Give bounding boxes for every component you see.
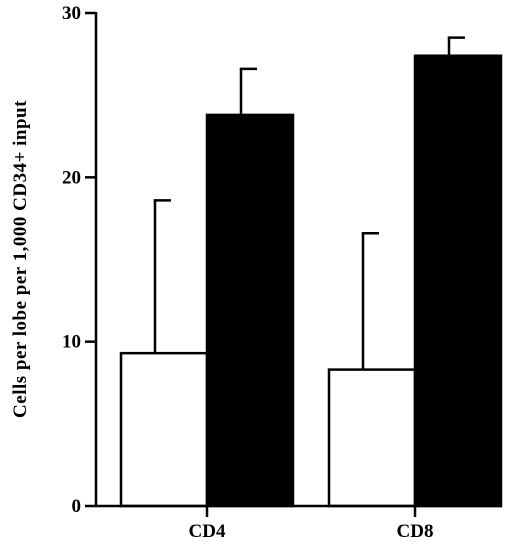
y-tick-label: 20 xyxy=(62,167,81,188)
chart-axes: 0 10 20 30 CD4 CD8 xyxy=(62,3,502,542)
bar-cd8-series1 xyxy=(327,368,417,508)
x-tick-label: CD4 xyxy=(189,521,226,542)
bar-cd4-series1 xyxy=(119,351,209,508)
x-tick-label: CD8 xyxy=(397,521,434,542)
y-axis-title: Cells per lobe per 1,000 CD34+ input xyxy=(10,100,31,418)
y-tick-label: 30 xyxy=(62,3,81,24)
bar-cd4-series2 xyxy=(205,113,295,508)
chart-marks xyxy=(119,36,503,508)
y-tick-label: 10 xyxy=(62,332,81,353)
y-tick-label: 0 xyxy=(72,496,82,517)
bar-cd8-series2 xyxy=(413,54,503,508)
